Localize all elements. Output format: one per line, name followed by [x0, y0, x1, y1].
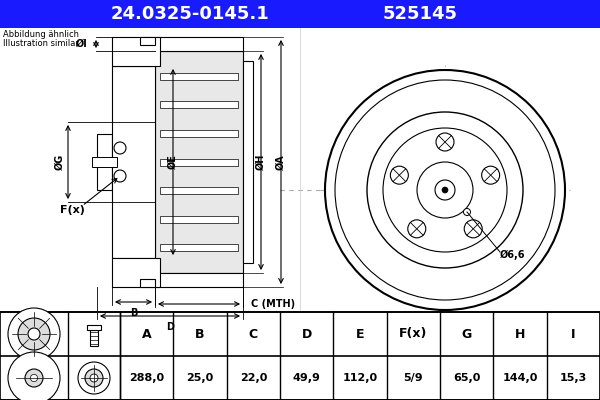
Text: 22,0: 22,0	[239, 373, 267, 383]
Text: 49,9: 49,9	[293, 373, 320, 383]
Circle shape	[482, 166, 500, 184]
Bar	[160, 187, 238, 194]
Circle shape	[90, 374, 98, 382]
Text: 144,0: 144,0	[502, 373, 538, 383]
Text: C (MTH): C (MTH)	[251, 299, 295, 309]
Text: D: D	[166, 322, 174, 332]
Bar	[97, 134, 112, 190]
Circle shape	[391, 166, 409, 184]
Bar	[90, 330, 98, 346]
Text: B: B	[195, 328, 205, 340]
Circle shape	[464, 220, 482, 238]
Circle shape	[114, 170, 126, 182]
Text: B: B	[130, 308, 137, 318]
Circle shape	[442, 187, 448, 193]
Text: ØH: ØH	[256, 154, 266, 170]
Circle shape	[436, 133, 454, 151]
Bar	[160, 101, 238, 108]
Circle shape	[8, 308, 60, 360]
Text: H: H	[515, 328, 525, 340]
Text: 25,0: 25,0	[187, 373, 214, 383]
Text: Illustration similar: Illustration similar	[3, 39, 79, 48]
Text: 5/9: 5/9	[404, 373, 423, 383]
Text: G: G	[461, 328, 472, 340]
Circle shape	[85, 369, 103, 387]
Circle shape	[383, 128, 507, 252]
Text: 15,3: 15,3	[560, 373, 587, 383]
Circle shape	[367, 112, 523, 268]
Text: 288,0: 288,0	[129, 373, 164, 383]
Bar	[0, 312, 600, 400]
Circle shape	[335, 80, 555, 300]
Circle shape	[408, 220, 426, 238]
Bar	[92, 157, 117, 167]
Text: ØA: ØA	[276, 154, 286, 170]
Circle shape	[31, 374, 38, 382]
Circle shape	[114, 142, 126, 154]
Text: C: C	[249, 328, 258, 340]
Text: F(x): F(x)	[60, 205, 85, 215]
Text: ØI: ØI	[76, 39, 88, 49]
Circle shape	[8, 352, 60, 400]
Bar	[155, 37, 243, 51]
Bar	[0, 0, 600, 28]
Bar	[155, 273, 243, 287]
Bar	[160, 158, 238, 166]
Bar	[155, 51, 243, 273]
Circle shape	[25, 369, 43, 387]
Text: Abbildung ähnlich: Abbildung ähnlich	[3, 30, 79, 39]
Text: E: E	[356, 328, 364, 340]
Bar	[160, 216, 238, 223]
Text: 525145: 525145	[383, 5, 458, 23]
Circle shape	[325, 70, 565, 310]
Circle shape	[435, 180, 455, 200]
Bar	[160, 244, 238, 251]
Bar	[160, 73, 238, 80]
Bar	[112, 37, 160, 66]
Text: 24.0325-0145.1: 24.0325-0145.1	[110, 5, 269, 23]
Bar	[160, 130, 238, 137]
Text: I: I	[571, 328, 575, 340]
Text: D: D	[302, 328, 312, 340]
Bar	[112, 258, 160, 287]
Text: ØG: ØG	[55, 154, 65, 170]
Text: Ø6,6: Ø6,6	[500, 250, 526, 260]
Bar	[0, 28, 600, 312]
Circle shape	[18, 318, 50, 350]
Text: 65,0: 65,0	[453, 373, 481, 383]
Bar	[243, 61, 253, 263]
Text: F(x): F(x)	[399, 328, 428, 340]
Text: 112,0: 112,0	[343, 373, 377, 383]
Text: ØE: ØE	[168, 154, 178, 170]
Bar	[140, 37, 155, 45]
Bar	[112, 66, 155, 258]
Circle shape	[28, 328, 40, 340]
Circle shape	[78, 362, 110, 394]
Bar	[140, 279, 155, 287]
Circle shape	[417, 162, 473, 218]
Text: A: A	[142, 328, 151, 340]
Circle shape	[464, 208, 470, 216]
Bar	[87, 325, 101, 330]
